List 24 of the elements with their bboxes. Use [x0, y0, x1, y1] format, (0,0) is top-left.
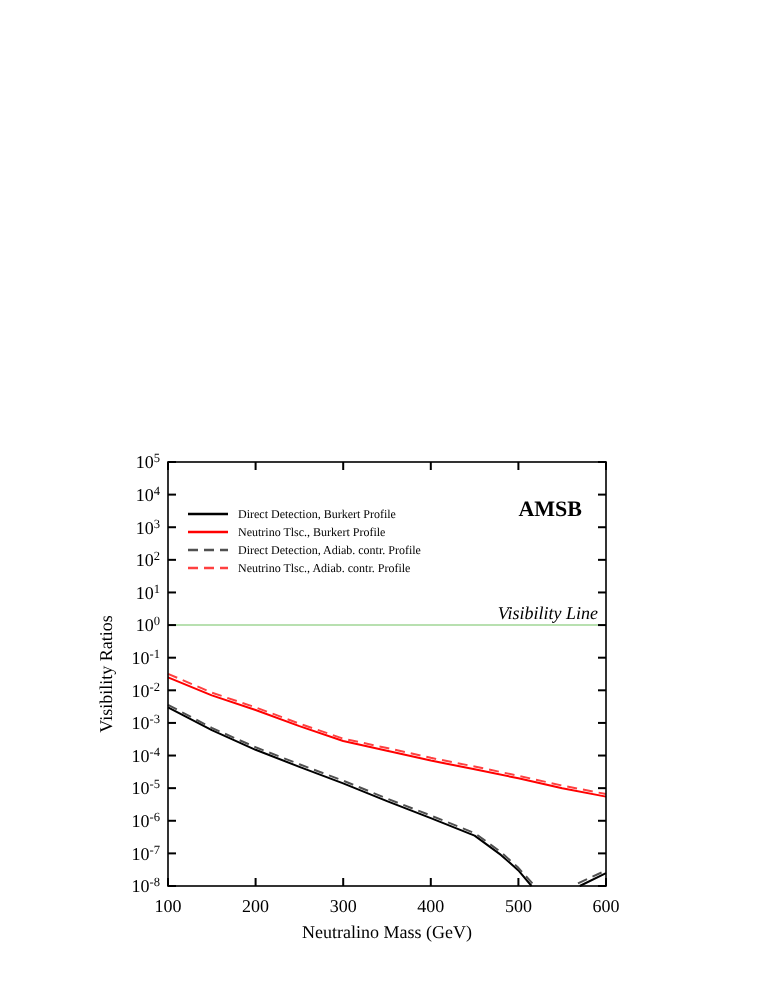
y-tick-label: 10$^{-3}$	[131, 712, 160, 734]
y-tick-label: 10$^{-4}$	[131, 744, 162, 766]
x-tick-label: 100	[154, 895, 183, 916]
y-axis-title: Visibility Ratios	[96, 614, 116, 733]
x-tick-label: 600	[592, 895, 621, 916]
y-tick-label: 10$^{0}$	[135, 614, 160, 636]
y-tick-label: 10$^{-8}$	[131, 875, 160, 897]
x-tick-label: 400	[417, 895, 446, 916]
x-axis-title: Neutralino Mass (GeV)	[302, 922, 472, 942]
annotation: AMSB	[518, 498, 584, 522]
y-tick-label: 10$^{1}$	[135, 581, 160, 603]
x-tick-label: 500	[504, 895, 533, 916]
y-tick-label: 10$^{-2}$	[131, 679, 160, 701]
y-tick-label: 10$^{-1}$	[131, 646, 160, 668]
y-tick-label: 10$^{5}$	[135, 451, 160, 473]
y-tick-label: 10$^{2}$	[135, 549, 160, 571]
y-tick-label: 10$^{3}$	[135, 516, 160, 538]
x-tick-label: 300	[329, 895, 358, 916]
ref-line-label: Visibility Line	[497, 603, 598, 624]
x-tick-label: 200	[242, 895, 271, 916]
y-tick-label: 10$^{4}$	[135, 483, 162, 505]
y-tick-label: 10$^{-5}$	[131, 777, 160, 799]
y-tick-label: 10$^{-6}$	[131, 810, 160, 832]
y-tick-label: 10$^{-7}$	[131, 842, 160, 864]
